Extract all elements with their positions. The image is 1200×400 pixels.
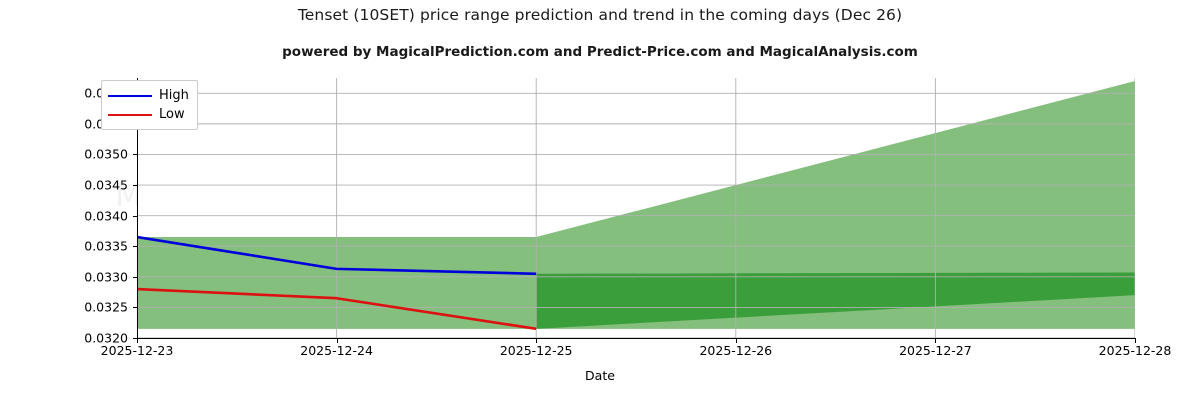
grid-layer [137,78,1135,338]
outer-range-band [137,81,1135,329]
x-tick-label: 2025-12-26 [699,343,773,358]
series-line-high [137,237,536,274]
y-tick-mark [133,215,137,217]
y-tick-mark [133,338,137,339]
y-tick-label: 0.0340 [84,208,128,224]
legend-item-high: High [108,86,189,105]
series-layer [137,237,536,329]
x-tick-label: 2025-12-27 [899,343,972,358]
y-tick-mark [133,185,137,187]
x-tick-mark [536,339,538,343]
y-tick-label: 0.0335 [84,238,128,254]
y-tick-label: 0.0330 [84,269,128,285]
chart-subtitle: powered by MagicalPrediction.com and Pre… [282,44,918,60]
plot-svg [137,78,1135,338]
x-tick-mark [336,339,338,343]
y-tick-mark [133,154,137,156]
x-tick-mark [735,339,737,343]
chart-title: Tenset (10SET) price range prediction an… [297,6,903,24]
x-tick-mark [137,339,138,343]
legend-color-swatch-high [108,94,152,97]
x-tick-mark [935,339,937,343]
y-tick-mark [133,276,137,278]
x-axis-label: Date [585,368,615,383]
legend-label-high: High [159,88,189,103]
y-tick-label: 0.0345 [84,177,128,193]
x-tick-label: 2025-12-24 [300,343,373,358]
legend-label-low: Low [159,107,185,122]
y-tick-mark [133,307,137,309]
x-tick-mark [1135,339,1136,343]
y-tick-mark [133,246,137,248]
y-tick-label: 0.0325 [84,299,128,315]
chart-legend: High Low [101,80,198,130]
plot-area [137,78,1135,338]
band-layer [137,81,1135,329]
x-tick-label: 2025-12-28 [1098,343,1172,358]
x-tick-label: 2025-12-25 [499,343,573,358]
series-line-low [137,289,536,329]
x-tick-label: 2025-12-23 [100,343,174,358]
inner-range-band [536,272,1135,329]
legend-item-low: Low [108,105,189,124]
y-tick-label: 0.0350 [84,146,128,162]
legend-color-swatch-low [108,113,152,116]
y-tick-label: 0.0320 [84,330,128,346]
y-axis-label: Price [0,177,3,209]
